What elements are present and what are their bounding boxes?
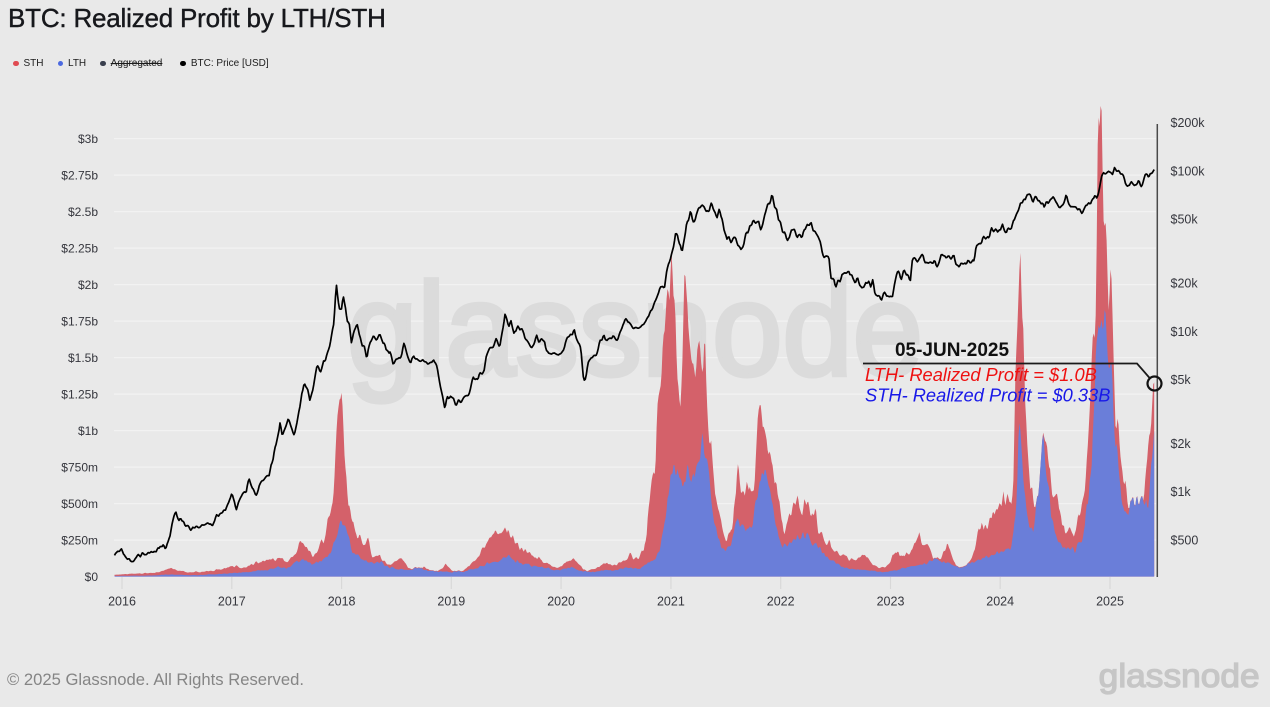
svg-text:$10k: $10k: [1171, 325, 1199, 339]
svg-text:2019: 2019: [437, 595, 465, 609]
svg-text:$1k: $1k: [1171, 485, 1192, 499]
svg-text:2021: 2021: [657, 595, 685, 609]
svg-text:$100k: $100k: [1171, 164, 1206, 178]
svg-text:STH- Realized Profit = $0.33B: STH- Realized Profit = $0.33B: [865, 385, 1110, 406]
svg-text:LTH- Realized Profit = $1.0B: LTH- Realized Profit = $1.0B: [865, 364, 1097, 385]
svg-text:$2.5b: $2.5b: [68, 205, 98, 219]
svg-text:2023: 2023: [877, 595, 905, 609]
svg-text:$20k: $20k: [1171, 277, 1199, 291]
svg-text:$0: $0: [85, 570, 99, 584]
svg-text:2018: 2018: [328, 595, 356, 609]
svg-text:2025: 2025: [1096, 595, 1124, 609]
svg-text:$1.75b: $1.75b: [61, 314, 98, 328]
svg-text:$50k: $50k: [1171, 213, 1199, 227]
svg-text:© 2025 Glassnode. All Rights R: © 2025 Glassnode. All Rights Reserved.: [7, 670, 304, 689]
svg-text:2020: 2020: [547, 595, 575, 609]
svg-text:$1.5b: $1.5b: [68, 351, 98, 365]
svg-text:$2k: $2k: [1171, 437, 1192, 451]
svg-text:$200k: $200k: [1171, 116, 1206, 130]
svg-text:$250m: $250m: [61, 533, 98, 547]
svg-text:$1.25b: $1.25b: [61, 387, 98, 401]
svg-text:2022: 2022: [767, 595, 795, 609]
svg-text:glassnode: glassnode: [347, 256, 923, 403]
svg-text:$750m: $750m: [61, 460, 98, 474]
svg-text:$2.25b: $2.25b: [61, 241, 98, 255]
svg-text:$1b: $1b: [78, 424, 98, 438]
svg-text:$500: $500: [1171, 534, 1199, 548]
svg-text:$2.75b: $2.75b: [61, 168, 98, 182]
svg-text:2016: 2016: [108, 595, 136, 609]
svg-text:glassnode: glassnode: [1099, 658, 1260, 695]
svg-text:2024: 2024: [986, 595, 1014, 609]
svg-text:2017: 2017: [218, 595, 246, 609]
svg-text:$500m: $500m: [61, 497, 98, 511]
svg-text:$5k: $5k: [1171, 373, 1192, 387]
svg-text:05-JUN-2025: 05-JUN-2025: [895, 340, 1009, 361]
svg-text:$2b: $2b: [78, 278, 98, 292]
svg-text:$3b: $3b: [78, 132, 98, 146]
